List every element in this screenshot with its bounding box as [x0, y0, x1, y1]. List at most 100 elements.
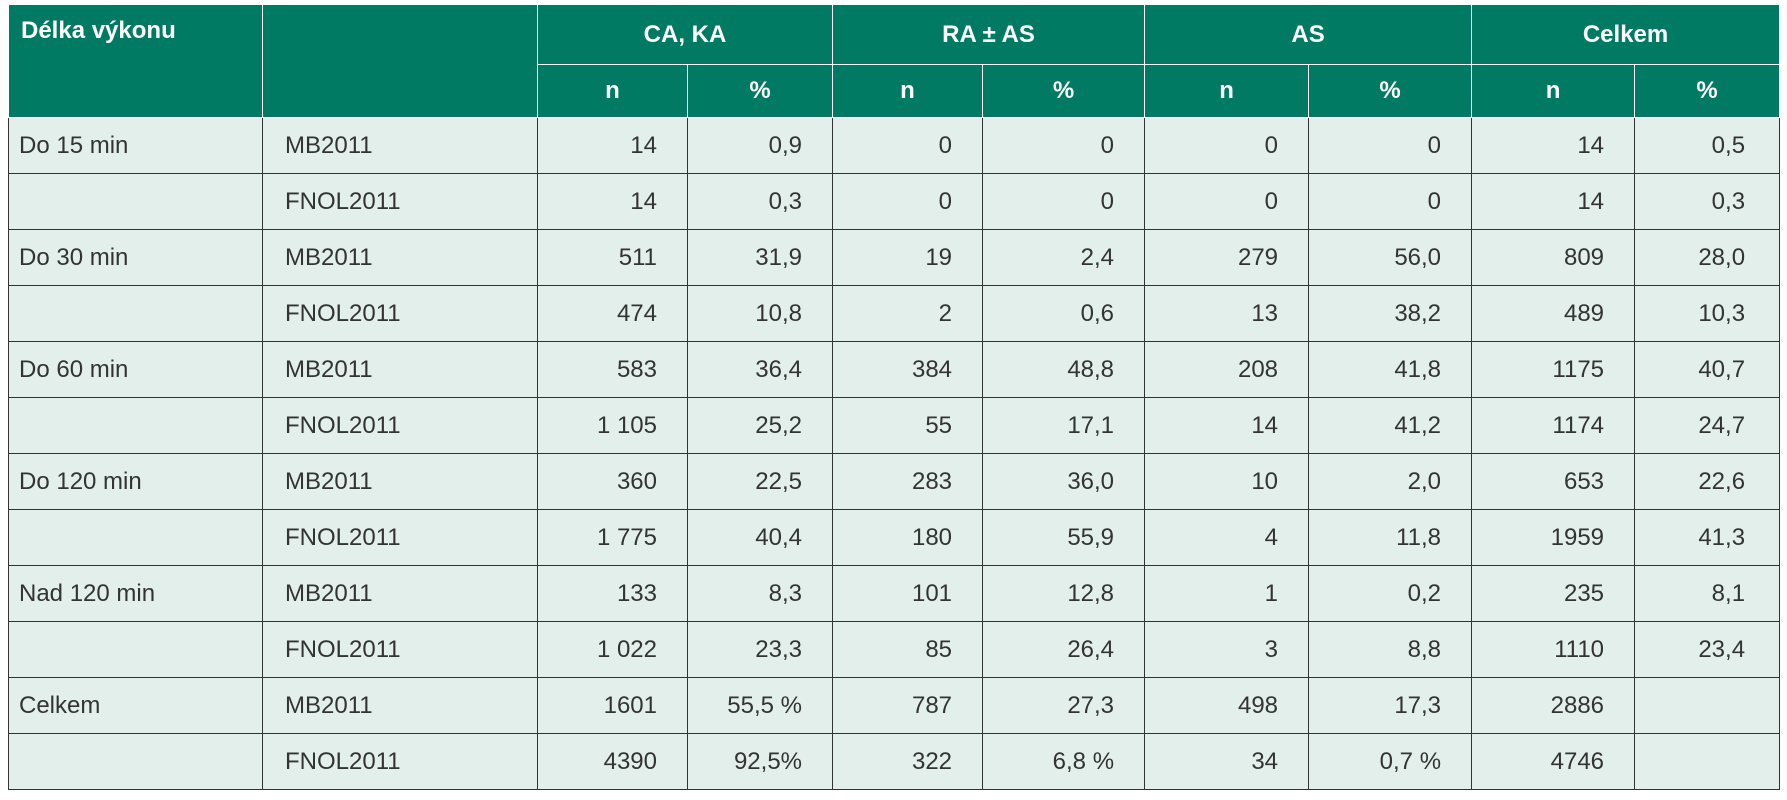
row-duration-label: [8, 285, 263, 342]
row-duration-label: Celkem: [8, 677, 263, 734]
table-cell: 85: [832, 621, 984, 678]
table-cell: 0: [982, 173, 1146, 230]
row-source-label: FNOL2011: [262, 509, 538, 566]
table-cell: 14: [537, 117, 688, 174]
table-cell: 2,0: [1308, 453, 1473, 510]
row-source-label: FNOL2011: [262, 173, 538, 230]
table-cell: 498: [1144, 677, 1310, 734]
table-cell: 3: [1144, 621, 1310, 678]
row-source-label: FNOL2011: [262, 621, 538, 678]
table-cell: 25,2: [686, 397, 834, 454]
table-row: Do 30 min MB2011 511 31,9 19 2,4 279 56,0 809 28,…: [8, 229, 1781, 286]
header-group-ca-ka: CA, KA: [536, 4, 834, 65]
table-row: Celkem MB2011 1601 55,5 % 787 27,3 498 17,3 2886: [8, 677, 1781, 734]
table-cell: 2: [832, 285, 984, 342]
table-cell: 10: [1144, 453, 1310, 510]
table-cell: 1 022: [537, 621, 688, 678]
table-cell: 279: [1144, 229, 1310, 286]
table-cell: 583: [537, 341, 688, 398]
table-cell: 55: [832, 397, 984, 454]
table-cell: 208: [1144, 341, 1310, 398]
header-source: [262, 4, 538, 118]
row-duration-label: [8, 733, 263, 790]
row-source-label: FNOL2011: [262, 285, 538, 342]
header-group-as: AS: [1144, 4, 1473, 65]
table-cell: 14: [1471, 173, 1636, 230]
table-cell: 1: [1144, 565, 1310, 622]
table-cell: 511: [537, 229, 688, 286]
table-cell: 23,4: [1634, 621, 1781, 678]
table-header: Délka výkonu CA, KA RA ± AS AS Celkem n …: [8, 4, 1781, 118]
header-group-ra-as: RA ± AS: [832, 4, 1146, 65]
table-cell: 26,4: [982, 621, 1146, 678]
table-cell: 8,3: [686, 565, 834, 622]
row-duration-label: Nad 120 min: [8, 565, 263, 622]
table-cell: 4390: [537, 733, 688, 790]
table-cell: 1 105: [537, 397, 688, 454]
table-cell: 489: [1471, 285, 1636, 342]
row-duration-label: Do 15 min: [8, 117, 263, 174]
row-duration-label: [8, 509, 263, 566]
table-cell: 38,2: [1308, 285, 1473, 342]
table-cell: 787: [832, 677, 984, 734]
header-pct: %: [1634, 64, 1781, 118]
table-cell: 384: [832, 341, 984, 398]
row-source-label: MB2011: [262, 453, 538, 510]
table-cell: 809: [1471, 229, 1636, 286]
table-cell: 36,0: [982, 453, 1146, 510]
table-row: Nad 120 min MB2011 133 8,3 101 12,8 1 0,2 235 8,1: [8, 565, 1781, 622]
table-cell: 31,9: [686, 229, 834, 286]
table-cell: 235: [1471, 565, 1636, 622]
table-cell: 23,3: [686, 621, 834, 678]
table-cell: 0: [1144, 173, 1310, 230]
row-source-label: MB2011: [262, 117, 538, 174]
table-row: FNOL2011 474 10,8 2 0,6 13 38,2 489 10,3: [8, 285, 1781, 342]
table-cell: 0,3: [1634, 173, 1781, 230]
table-row: FNOL2011 1 105 25,2 55 17,1 14 41,2 1174 24,7: [8, 397, 1781, 454]
table-row: FNOL2011 14 0,3 0 0 0 0 14 0,3: [8, 173, 1781, 230]
table-cell: 14: [1471, 117, 1636, 174]
header-n: n: [537, 64, 688, 118]
table-cell: 1174: [1471, 397, 1636, 454]
table-cell: 322: [832, 733, 984, 790]
table-cell: 92,5%: [686, 733, 834, 790]
row-source-label: FNOL2011: [262, 733, 538, 790]
row-duration-label: Do 30 min: [8, 229, 263, 286]
table-cell: 1959: [1471, 509, 1636, 566]
table-cell: 55,9: [982, 509, 1146, 566]
table-cell: 48,8: [982, 341, 1146, 398]
data-table: Délka výkonu CA, KA RA ± AS AS Celkem n …: [8, 4, 1781, 790]
table-cell: 14: [1144, 397, 1310, 454]
table-cell: 8,1: [1634, 565, 1781, 622]
table-cell: 11,8: [1308, 509, 1473, 566]
table-cell: 41,8: [1308, 341, 1473, 398]
table-cell: 2886: [1471, 677, 1636, 734]
table-cell: 22,5: [686, 453, 834, 510]
table-cell: 0,2: [1308, 565, 1473, 622]
table-cell: 283: [832, 453, 984, 510]
table-cell: 28,0: [1634, 229, 1781, 286]
row-source-label: MB2011: [262, 341, 538, 398]
header-pct: %: [982, 64, 1146, 118]
table-cell: 0: [982, 117, 1146, 174]
table-cell: 17,3: [1308, 677, 1473, 734]
table-cell: 1601: [537, 677, 688, 734]
table-cell: 34: [1144, 733, 1310, 790]
table-cell: 0: [1308, 173, 1473, 230]
table-cell: 653: [1471, 453, 1636, 510]
row-source-label: FNOL2011: [262, 397, 538, 454]
table-cell: 1 775: [537, 509, 688, 566]
table-cell: 10,3: [1634, 285, 1781, 342]
table-cell: 13: [1144, 285, 1310, 342]
table-cell: 0,5: [1634, 117, 1781, 174]
table-cell: 56,0: [1308, 229, 1473, 286]
table-body: Do 15 min MB2011 14 0,9 0 0 0 0 14 0,5 FNOL2011 14 0…: [8, 117, 1781, 790]
header-n: n: [1471, 64, 1636, 118]
table-cell: 0: [832, 173, 984, 230]
table-cell: 0,3: [686, 173, 834, 230]
table-cell: 10,8: [686, 285, 834, 342]
header-n: n: [1144, 64, 1310, 118]
table-cell: 0,9: [686, 117, 834, 174]
table-row: FNOL2011 1 775 40,4 180 55,9 4 11,8 1959 41,3: [8, 509, 1781, 566]
table-cell: 41,3: [1634, 509, 1781, 566]
